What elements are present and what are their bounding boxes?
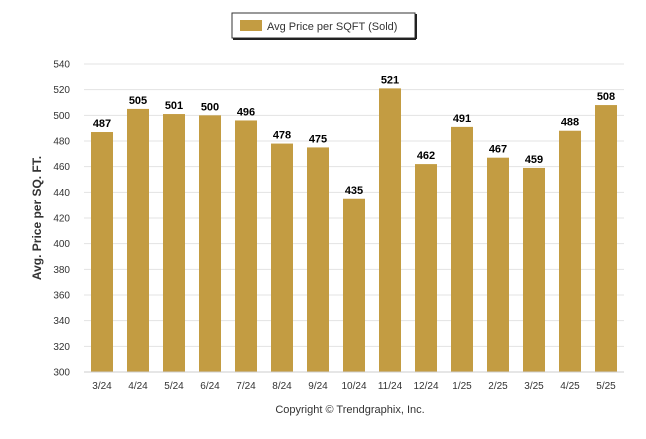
bar [307, 147, 329, 372]
bar [199, 115, 221, 372]
y-tick-label: 340 [53, 316, 70, 327]
data-label: 475 [309, 133, 327, 145]
bar [415, 164, 437, 372]
data-label: 501 [165, 100, 183, 112]
data-label: 500 [201, 101, 219, 113]
bar [451, 126, 473, 372]
legend-swatch [240, 20, 262, 31]
x-tick-label: 9/24 [308, 381, 328, 392]
bar [235, 120, 257, 372]
y-tick-label: 460 [53, 162, 70, 173]
bar [523, 167, 545, 372]
data-label: 488 [561, 117, 579, 129]
y-axis: 300 320 340 360 380 400 420 440 460 480 500 520 540 [53, 60, 70, 379]
data-label: 487 [93, 118, 111, 130]
x-tick-label: 7/24 [236, 381, 256, 392]
bar [91, 132, 113, 372]
x-tick-label: 8/24 [272, 381, 292, 392]
x-tick-label: 4/24 [128, 381, 148, 392]
data-label: 508 [597, 91, 615, 103]
x-tick-label: 5/24 [164, 381, 184, 392]
data-label: 467 [489, 144, 507, 156]
y-tick-label: 380 [53, 265, 70, 276]
bar [343, 198, 365, 372]
x-tick-label: 3/24 [92, 381, 112, 392]
data-label: 521 [381, 74, 399, 86]
bar [487, 157, 509, 372]
x-tick-label: 3/25 [524, 381, 544, 392]
y-tick-label: 440 [53, 188, 70, 199]
y-tick-label: 400 [53, 239, 70, 250]
y-tick-label: 300 [53, 368, 70, 379]
x-axis: 3/24 4/24 5/24 6/24 7/24 8/24 9/24 10/24 11/24 12… [84, 371, 624, 392]
bars [91, 88, 617, 373]
y-axis-title: Avg. Price per SQ. FT. [30, 156, 44, 280]
y-tick-label: 520 [53, 85, 70, 96]
data-label: 435 [345, 185, 363, 197]
y-tick-label: 540 [53, 60, 70, 71]
y-tick-label: 320 [53, 342, 70, 353]
bar [559, 130, 581, 372]
bar [163, 114, 185, 373]
data-label: 491 [453, 113, 471, 125]
copyright-footer: Copyright © Trendgraphix, Inc. [275, 404, 424, 416]
y-tick-label: 500 [53, 111, 70, 122]
legend-box [231, 12, 416, 39]
data-label: 478 [273, 130, 291, 142]
y-tick-label: 420 [53, 214, 70, 225]
data-labels: 487 505 501 500 496 478 475 435 521 462 491 467 459 4… [93, 74, 615, 196]
x-tick-label: 12/24 [413, 381, 438, 392]
x-tick-label: 2/25 [488, 381, 508, 392]
x-tick-label: 6/24 [200, 381, 220, 392]
data-label: 462 [417, 150, 435, 162]
bar [379, 88, 401, 372]
y-tick-label: 480 [53, 137, 70, 148]
x-tick-label: 1/25 [452, 381, 472, 392]
data-label: 505 [129, 95, 147, 107]
bar [595, 105, 617, 373]
bar [271, 143, 293, 372]
x-tick-label: 4/25 [560, 381, 580, 392]
x-tick-label: 5/25 [596, 381, 616, 392]
data-label: 496 [237, 106, 255, 118]
x-tick-label: 11/24 [378, 381, 403, 392]
bar [127, 108, 149, 373]
legend: Avg Price per SQFT (Sold) [231, 12, 417, 40]
legend-label: Avg Price per SQFT (Sold) [267, 21, 397, 33]
y-tick-label: 360 [53, 291, 70, 302]
x-tick-label: 10/24 [341, 381, 366, 392]
data-label: 459 [525, 154, 543, 166]
